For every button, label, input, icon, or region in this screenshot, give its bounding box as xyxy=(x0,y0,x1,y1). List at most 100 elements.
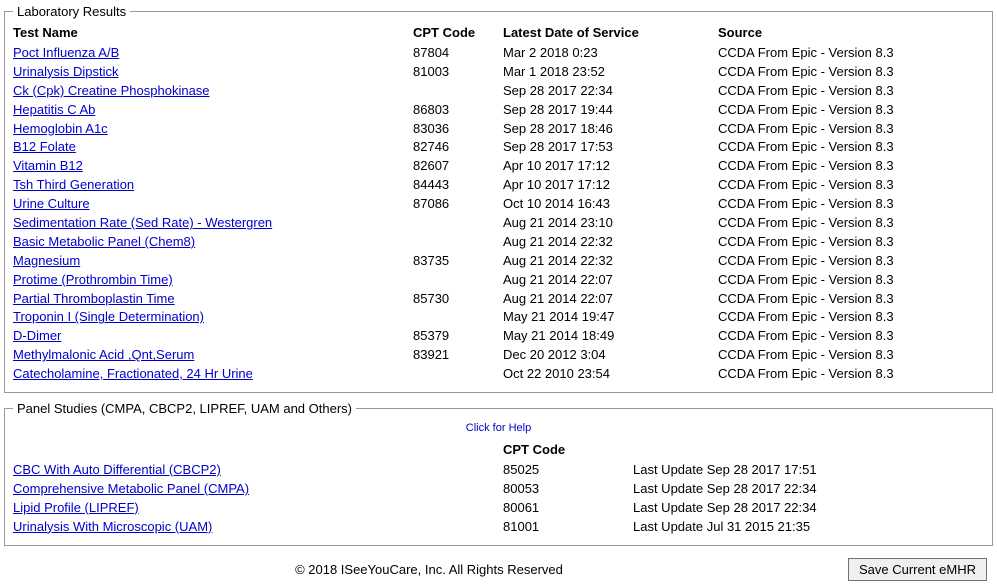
lab-results-rows: Poct Influenza A/B87804Mar 2 2018 0:23CC… xyxy=(13,44,984,384)
lab-cpt-value xyxy=(413,215,503,232)
lab-date-value: Aug 21 2014 22:32 xyxy=(503,253,718,270)
lab-cpt-value: 83735 xyxy=(413,253,503,270)
lab-test-link[interactable]: Partial Thromboplastin Time xyxy=(13,291,175,306)
lab-source-value: CCDA From Epic - Version 8.3 xyxy=(718,177,984,194)
lab-result-row: Magnesium 83735Aug 21 2014 22:32CCDA From… xyxy=(13,252,984,271)
lab-result-row: Hemoglobin A1c83036Sep 28 2017 18:46CCDA… xyxy=(13,120,984,139)
panel-header: CPT Code xyxy=(13,440,984,461)
lab-test-link[interactable]: Ck (Cpk) Creatine Phosphokinase xyxy=(13,83,210,98)
lab-cpt-value xyxy=(413,309,503,326)
panel-cpt-value: 80053 xyxy=(503,481,633,498)
lab-date-value: May 21 2014 19:47 xyxy=(503,309,718,326)
header-cpt-code: CPT Code xyxy=(413,25,503,40)
header-date: Latest Date of Service xyxy=(503,25,718,40)
lab-cpt-value: 82607 xyxy=(413,158,503,175)
lab-source-value: CCDA From Epic - Version 8.3 xyxy=(718,291,984,308)
lab-source-value: CCDA From Epic - Version 8.3 xyxy=(718,45,984,62)
lab-test-link[interactable]: Protime (Prothrombin Time) xyxy=(13,272,173,287)
lab-result-row: Urinalysis Dipstick81003Mar 1 2018 23:52… xyxy=(13,63,984,82)
panel-studies-legend: Panel Studies (CMPA, CBCP2, LIPREF, UAM … xyxy=(13,401,356,416)
lab-date-value: Sep 28 2017 17:53 xyxy=(503,139,718,156)
lab-result-row: Catecholamine, Fractionated, 24 Hr Urine… xyxy=(13,365,984,384)
header-test-name: Test Name xyxy=(13,25,413,40)
lab-test-link[interactable]: Urinalysis Dipstick xyxy=(13,64,118,79)
lab-result-row: D-Dimer 85379May 21 2014 18:49CCDA From E… xyxy=(13,327,984,346)
lab-results-legend: Laboratory Results xyxy=(13,4,130,19)
lab-date-value: Aug 21 2014 22:32 xyxy=(503,234,718,251)
lab-test-link[interactable]: Methylmalonic Acid ,Qnt,Serum xyxy=(13,347,194,362)
lab-test-link[interactable]: Tsh Third Generation xyxy=(13,177,134,192)
footer-bar: © 2018 ISeeYouCare, Inc. All Rights Rese… xyxy=(4,554,993,581)
lab-cpt-value: 87804 xyxy=(413,45,503,62)
panel-study-row: Comprehensive Metabolic Panel (CMPA) 8005… xyxy=(13,480,984,499)
panel-updated-value: Last Update Sep 28 2017 22:34 xyxy=(633,481,984,498)
lab-source-value: CCDA From Epic - Version 8.3 xyxy=(718,158,984,175)
lab-results-fieldset: Laboratory Results Test Name CPT Code La… xyxy=(4,4,993,393)
panel-study-link[interactable]: Lipid Profile (LIPREF) xyxy=(13,500,139,515)
panel-study-row: Urinalysis With Microscopic (UAM)81001La… xyxy=(13,518,984,537)
lab-date-value: May 21 2014 18:49 xyxy=(503,328,718,345)
lab-source-value: CCDA From Epic - Version 8.3 xyxy=(718,139,984,156)
panel-cpt-value: 85025 xyxy=(503,462,633,479)
lab-test-link[interactable]: Hepatitis C Ab xyxy=(13,102,95,117)
lab-cpt-value: 81003 xyxy=(413,64,503,81)
lab-source-value: CCDA From Epic - Version 8.3 xyxy=(718,272,984,289)
lab-source-value: CCDA From Epic - Version 8.3 xyxy=(718,121,984,138)
lab-test-link[interactable]: Troponin I (Single Determination) xyxy=(13,309,204,324)
lab-source-value: CCDA From Epic - Version 8.3 xyxy=(718,366,984,383)
lab-result-row: Protime (Prothrombin Time) Aug 21 2014 22… xyxy=(13,271,984,290)
lab-result-row: Hepatitis C Ab 86803Sep 28 2017 19:44CCDA… xyxy=(13,101,984,120)
lab-date-value: Aug 21 2014 22:07 xyxy=(503,291,718,308)
lab-date-value: Aug 21 2014 22:07 xyxy=(503,272,718,289)
panel-study-link[interactable]: Comprehensive Metabolic Panel (CMPA) xyxy=(13,481,249,496)
lab-result-row: Methylmalonic Acid ,Qnt,Serum83921Dec 20… xyxy=(13,346,984,365)
lab-cpt-value: 84443 xyxy=(413,177,503,194)
lab-date-value: Sep 28 2017 22:34 xyxy=(503,83,718,100)
lab-result-row: Troponin I (Single Determination) May 21 … xyxy=(13,308,984,327)
lab-source-value: CCDA From Epic - Version 8.3 xyxy=(718,347,984,364)
lab-test-link[interactable]: Poct Influenza A/B xyxy=(13,45,119,60)
panel-study-link[interactable]: Urinalysis With Microscopic (UAM) xyxy=(13,519,212,534)
lab-test-link[interactable]: Hemoglobin A1c xyxy=(13,121,108,136)
lab-date-value: Oct 22 2010 23:54 xyxy=(503,366,718,383)
panel-cpt-header: CPT Code xyxy=(503,442,633,457)
lab-source-value: CCDA From Epic - Version 8.3 xyxy=(718,328,984,345)
lab-result-row: Vitamin B1282607Apr 10 2017 17:12CCDA Fr… xyxy=(13,157,984,176)
lab-result-row: Ck (Cpk) Creatine Phosphokinase Sep 28 20… xyxy=(13,82,984,101)
save-current-emhr-button[interactable]: Save Current eMHR xyxy=(848,558,987,581)
lab-cpt-value: 86803 xyxy=(413,102,503,119)
panel-updated-value: Last Update Sep 28 2017 22:34 xyxy=(633,500,984,517)
lab-test-link[interactable]: Vitamin B12 xyxy=(13,158,83,173)
lab-cpt-value: 87086 xyxy=(413,196,503,213)
lab-date-value: Sep 28 2017 19:44 xyxy=(503,102,718,119)
lab-date-value: Oct 10 2014 16:43 xyxy=(503,196,718,213)
lab-test-link[interactable]: Urine Culture xyxy=(13,196,90,211)
lab-date-value: Mar 2 2018 0:23 xyxy=(503,45,718,62)
copyright-text: © 2018 ISeeYouCare, Inc. All Rights Rese… xyxy=(10,562,848,577)
lab-test-link[interactable]: Sedimentation Rate (Sed Rate) - Westergr… xyxy=(13,215,272,230)
lab-cpt-value: 83036 xyxy=(413,121,503,138)
lab-cpt-value xyxy=(413,272,503,289)
lab-cpt-value: 82746 xyxy=(413,139,503,156)
header-source: Source xyxy=(718,25,984,40)
lab-source-value: CCDA From Epic - Version 8.3 xyxy=(718,83,984,100)
lab-source-value: CCDA From Epic - Version 8.3 xyxy=(718,253,984,270)
lab-source-value: CCDA From Epic - Version 8.3 xyxy=(718,215,984,232)
panel-help-link[interactable]: Click for Help xyxy=(13,420,984,440)
lab-test-link[interactable]: B12 Folate xyxy=(13,139,76,154)
lab-source-value: CCDA From Epic - Version 8.3 xyxy=(718,196,984,213)
lab-source-value: CCDA From Epic - Version 8.3 xyxy=(718,102,984,119)
panel-study-row: CBC With Auto Differential (CBCP2) 85025L… xyxy=(13,461,984,480)
lab-test-link[interactable]: Basic Metabolic Panel (Chem8) xyxy=(13,234,195,249)
lab-result-row: Partial Thromboplastin Time85730Aug 21 2… xyxy=(13,290,984,309)
lab-test-link[interactable]: Magnesium xyxy=(13,253,80,268)
panel-updated-value: Last Update Jul 31 2015 21:35 xyxy=(633,519,984,536)
lab-date-value: Apr 10 2017 17:12 xyxy=(503,177,718,194)
panel-updated-value: Last Update Sep 28 2017 17:51 xyxy=(633,462,984,479)
lab-test-link[interactable]: Catecholamine, Fractionated, 24 Hr Urine xyxy=(13,366,253,381)
lab-result-row: Basic Metabolic Panel (Chem8) Aug 21 2014… xyxy=(13,233,984,252)
lab-test-link[interactable]: D-Dimer xyxy=(13,328,61,343)
panel-studies-fieldset: Panel Studies (CMPA, CBCP2, LIPREF, UAM … xyxy=(4,401,993,546)
panel-study-link[interactable]: CBC With Auto Differential (CBCP2) xyxy=(13,462,221,477)
lab-cpt-value: 85379 xyxy=(413,328,503,345)
